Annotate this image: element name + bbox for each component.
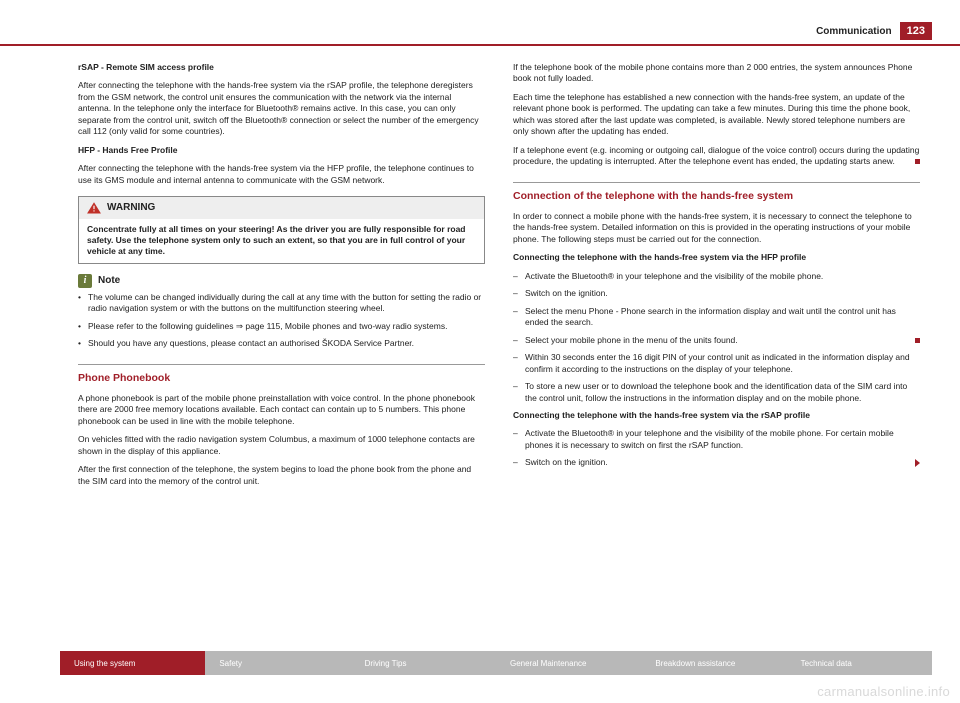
rsap-heading: rSAP - Remote SIM access profile [78,62,485,73]
end-square-icon [915,338,920,343]
col2-p3-text: If a telephone event (e.g. incoming or o… [513,145,919,166]
note-title: Note [98,274,120,288]
warning-body: Concentrate fully at all times on your s… [79,219,484,263]
note-icon: i [78,274,92,288]
note-item: Should you have any questions, please co… [78,338,485,349]
rsap-steps: Activate the Bluetooth® in your telephon… [513,428,920,468]
col2-p3: If a telephone event (e.g. incoming or o… [513,145,920,168]
tab-driving-tips[interactable]: Driving Tips [351,651,496,675]
page-number: 123 [900,22,932,40]
rsap-step: Switch on the ignition. [513,457,920,468]
rsap-connect-heading: Connecting the telephone with the hands-… [513,410,920,421]
tab-breakdown[interactable]: Breakdown assistance [641,651,786,675]
warning-header: WARNING [79,197,484,219]
col2-p2: Each time the telephone has established … [513,92,920,138]
note-header: i Note [78,274,485,288]
hfp-step-text: Select your mobile phone in the menu of … [525,335,738,345]
warning-title: WARNING [107,201,155,215]
end-square-icon [915,159,920,164]
connection-heading: Connection of the telephone with the han… [513,182,920,203]
tab-using-system[interactable]: Using the system [60,651,205,675]
connection-intro: In order to connect a mobile phone with … [513,211,920,245]
right-column: If the telephone book of the mobile phon… [513,62,920,631]
tab-safety[interactable]: Safety [205,651,350,675]
phonebook-p3: After the first connection of the teleph… [78,464,485,487]
left-column: rSAP - Remote SIM access profile After c… [78,62,485,631]
hfp-connect-heading: Connecting the telephone with the hands-… [513,252,920,263]
tab-technical[interactable]: Technical data [787,651,932,675]
hfp-text: After connecting the telephone with the … [78,163,485,186]
hfp-step: Select your mobile phone in the menu of … [513,335,920,346]
rsap-step: Activate the Bluetooth® in your telephon… [513,428,920,451]
continue-icon [915,459,920,467]
phonebook-p1: A phone phonebook is part of the mobile … [78,393,485,427]
header-rule [0,44,960,46]
col2-p1: If the telephone book of the mobile phon… [513,62,920,85]
watermark: carmanualsonline.info [817,684,950,699]
note-item: The volume can be changed individually d… [78,292,485,315]
phonebook-p2: On vehicles fitted with the radio naviga… [78,434,485,457]
hfp-step: Activate the Bluetooth® in your telephon… [513,271,920,282]
note-list: The volume can be changed individually d… [78,292,485,350]
note-item: Please refer to the following guidelines… [78,321,485,332]
header-section: Communication [816,26,892,37]
hfp-steps: Activate the Bluetooth® in your telephon… [513,271,920,404]
rsap-text: After connecting the telephone with the … [78,80,485,137]
hfp-step: Within 30 seconds enter the 16 digit PIN… [513,352,920,375]
warning-icon [87,202,101,214]
tab-maintenance[interactable]: General Maintenance [496,651,641,675]
rsap-step-text: Switch on the ignition. [525,457,608,467]
hfp-step: Switch on the ignition. [513,288,920,299]
warning-box: WARNING Concentrate fully at all times o… [78,196,485,264]
content-area: rSAP - Remote SIM access profile After c… [78,62,920,631]
page-header: Communication 123 [60,22,932,40]
hfp-step: To store a new user or to download the t… [513,381,920,404]
footer-tabs: Using the system Safety Driving Tips Gen… [60,651,932,675]
hfp-step: Select the menu Phone - Phone search in … [513,306,920,329]
phonebook-heading: Phone Phonebook [78,364,485,385]
hfp-heading: HFP - Hands Free Profile [78,145,485,156]
